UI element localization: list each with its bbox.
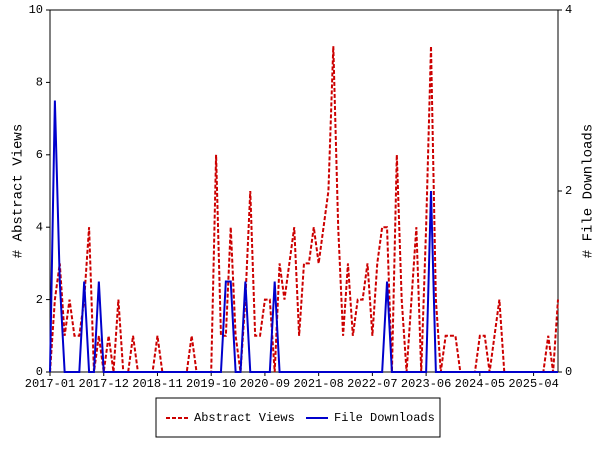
y-tick-label: 8 (36, 76, 43, 90)
legend-label: File Downloads (334, 411, 435, 425)
y-tick-label: 2 (36, 293, 43, 307)
series-line (49, 46, 559, 373)
y2-tick-label: 0 (565, 365, 572, 379)
y-axis-label: # Abstract Views (11, 124, 27, 258)
legend-box (155, 397, 441, 438)
plot-frame (49, 9, 559, 373)
y-tick-label: 4 (36, 220, 43, 234)
y-tick-label: 10 (29, 3, 43, 17)
legend-label: Abstract Views (194, 411, 295, 425)
y-tick-label: 6 (36, 148, 43, 162)
x-tick-label: 2025-04 (508, 377, 558, 391)
series-line (49, 100, 558, 373)
y2-tick-label: 2 (565, 184, 572, 198)
x-tick-label: 2017-01 (25, 377, 75, 391)
x-tick-label: 2021-08 (293, 377, 343, 391)
x-tick-label: 2019-10 (186, 377, 236, 391)
x-tick-label: 2024-05 (455, 377, 505, 391)
x-tick-label: 2018-11 (132, 377, 182, 391)
x-tick-label: 2017-12 (79, 377, 129, 391)
x-tick-label: 2023-06 (401, 377, 451, 391)
x-tick-label: 2020-09 (240, 377, 290, 391)
x-tick-label: 2022-07 (347, 377, 397, 391)
y2-tick-label: 4 (565, 3, 572, 17)
y-tick-label: 0 (36, 365, 43, 379)
y2-axis-label: # File Downloads (581, 124, 597, 258)
